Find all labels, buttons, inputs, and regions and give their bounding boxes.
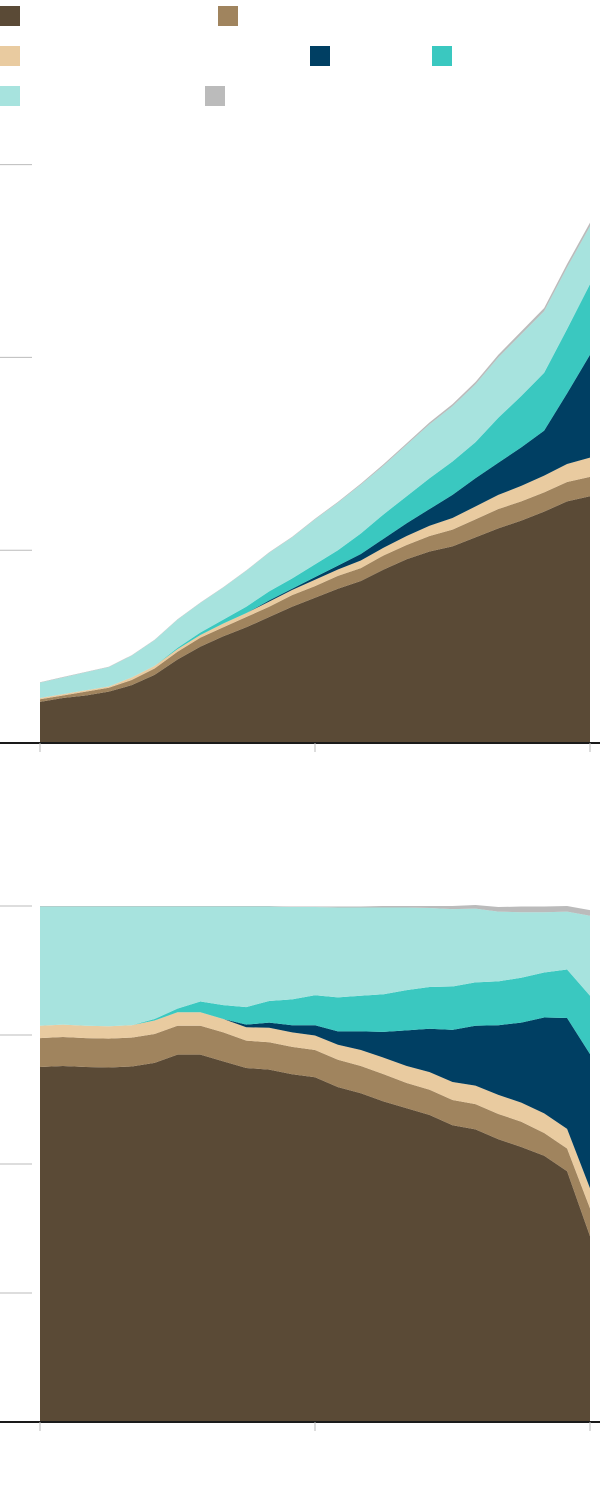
- area-nuclear: [40, 1012, 590, 1189]
- legend-swatch-gas: [0, 46, 20, 66]
- area-oil: [40, 476, 590, 702]
- chart-share-stacked-area: [0, 904, 600, 1431]
- legend-swatch-other: [205, 86, 225, 106]
- area-hydro: [40, 969, 590, 1055]
- area-coal: [40, 1054, 590, 1422]
- area-oil: [40, 1025, 590, 1237]
- area-gas: [40, 1012, 590, 1209]
- chart-legend: [0, 0, 600, 110]
- legend-swatch-nuclear: [310, 46, 330, 66]
- legend-swatch-renewables: [0, 86, 20, 106]
- chart-absolute-stacked-area: [0, 164, 600, 752]
- area-coal: [40, 496, 590, 743]
- area-gas: [40, 457, 590, 700]
- legend-swatch-coal: [0, 6, 20, 26]
- area-other: [40, 904, 590, 916]
- area-renewables: [40, 906, 590, 1027]
- legend-swatch-hydro: [432, 46, 452, 66]
- legend-swatch-oil: [218, 6, 238, 26]
